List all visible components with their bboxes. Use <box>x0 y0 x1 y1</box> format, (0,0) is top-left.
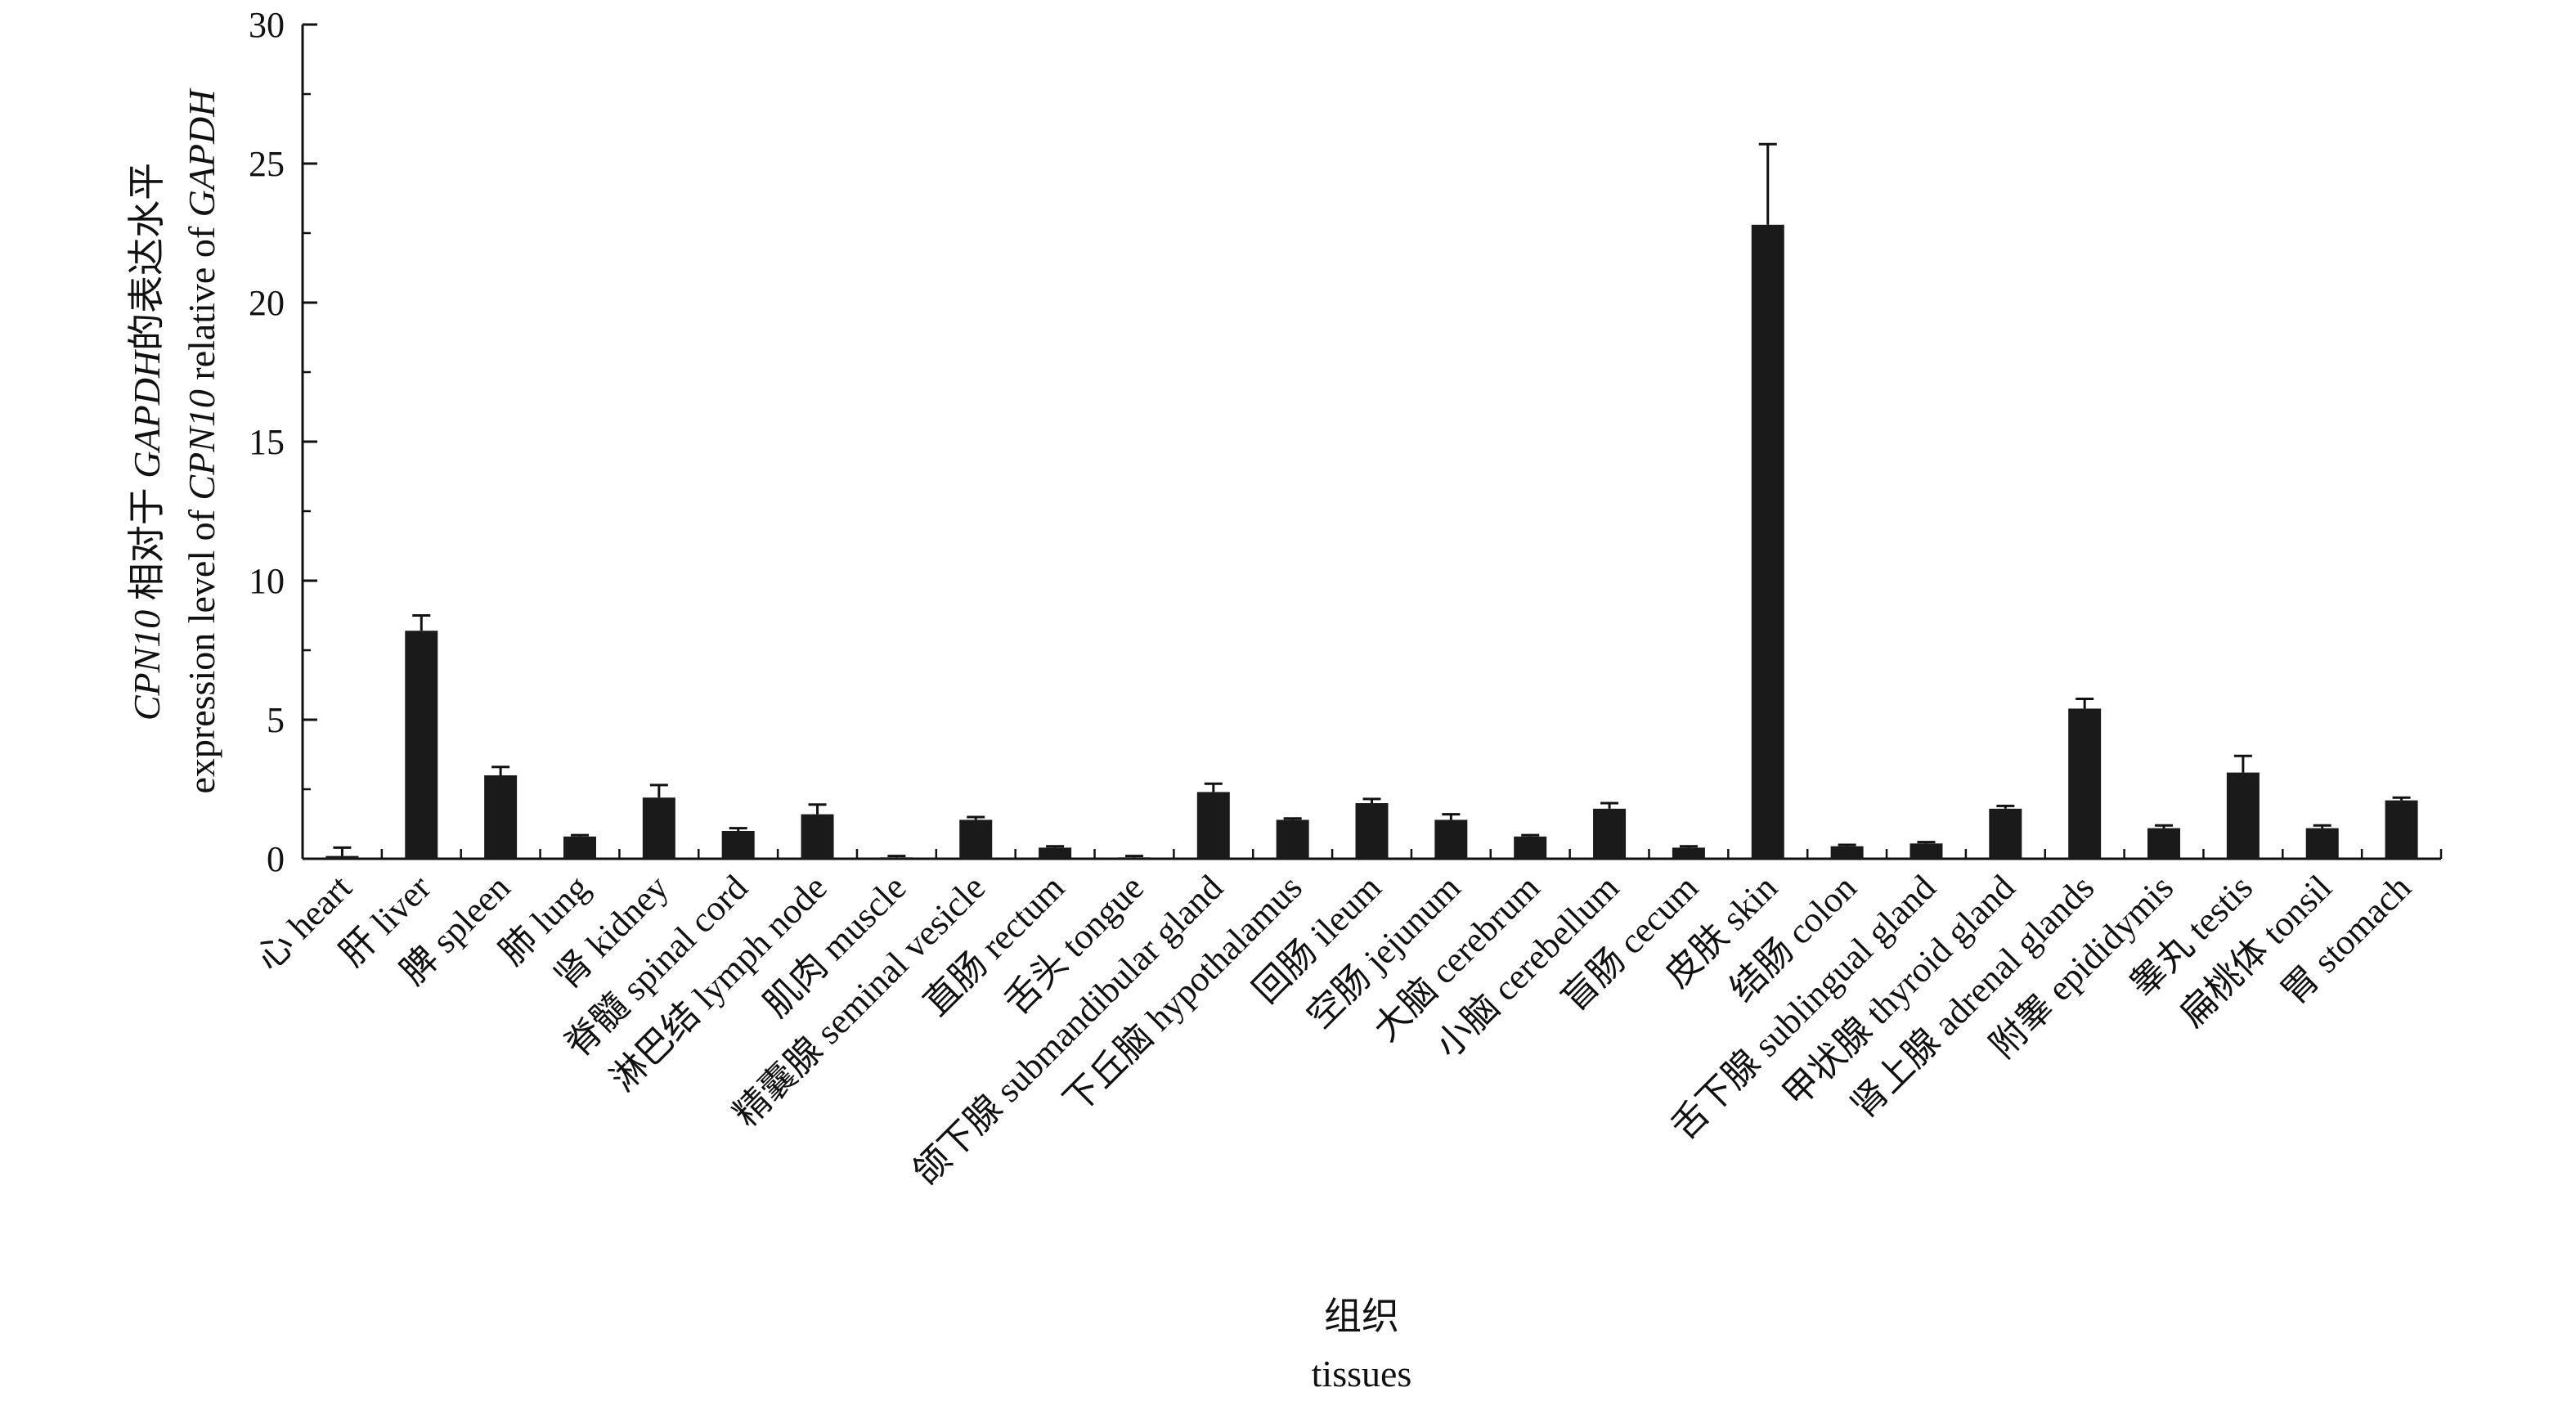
bar <box>325 855 359 859</box>
bar <box>1355 803 1389 859</box>
error-bars <box>333 142 2411 858</box>
bar <box>1751 224 1784 859</box>
bar <box>405 631 438 859</box>
y-tick-label: 5 <box>267 700 285 740</box>
y-axis-title-line-1: CPN10 相对于 GAPDH的表达水平 <box>126 163 168 721</box>
y-tick-label: 25 <box>249 144 285 184</box>
y-tick-label: 15 <box>249 422 285 462</box>
y-axis-title-part: CPN10 <box>181 389 222 500</box>
bar <box>1593 808 1627 859</box>
bar <box>801 814 834 859</box>
y-tick-label: 0 <box>267 839 285 879</box>
bar <box>1830 846 1864 859</box>
y-axis-title-part: GAPDH <box>181 88 222 218</box>
y-axis-title-part: 的表达水平 <box>126 163 168 351</box>
bar <box>1910 843 1943 859</box>
bar <box>484 775 518 859</box>
bar <box>563 836 596 859</box>
y-axis-title-line-2: expression level of CPN10 relative of GA… <box>181 88 222 794</box>
bar <box>2305 828 2339 859</box>
y-tick-label: 20 <box>249 283 285 323</box>
bar <box>721 831 755 859</box>
y-axis-title-part: CPN10 <box>126 610 168 721</box>
y-axis-title-part: 相对于 <box>126 478 168 610</box>
bar <box>1276 819 1309 859</box>
y-axis: 0 5 10 15 20 25 30 <box>249 5 317 879</box>
category-label: 心 heart <box>249 867 360 978</box>
bars <box>325 224 2418 859</box>
x-axis-title-chinese: 组织 <box>1324 1295 1399 1337</box>
bar <box>2226 772 2260 859</box>
y-axis-title-part: GAPDH <box>126 348 168 478</box>
bar <box>1039 847 1072 859</box>
bar <box>880 857 913 859</box>
bar <box>2068 708 2102 859</box>
x-axis-title-english: tissues <box>1312 1353 1412 1394</box>
y-axis-title-part: relative of <box>181 217 222 389</box>
y-tick-label: 10 <box>249 561 285 601</box>
bar <box>1434 819 1468 859</box>
bar <box>959 819 993 859</box>
y-tick-label: 30 <box>249 5 285 45</box>
bar <box>1117 857 1151 859</box>
bar <box>1196 792 1230 859</box>
bar <box>1989 808 2022 859</box>
bar <box>2147 828 2181 859</box>
bar <box>642 797 675 859</box>
y-axis-title-part: expression level of <box>181 501 222 794</box>
bar <box>2385 800 2418 859</box>
bar <box>1672 847 1705 859</box>
bar <box>1514 836 1547 859</box>
